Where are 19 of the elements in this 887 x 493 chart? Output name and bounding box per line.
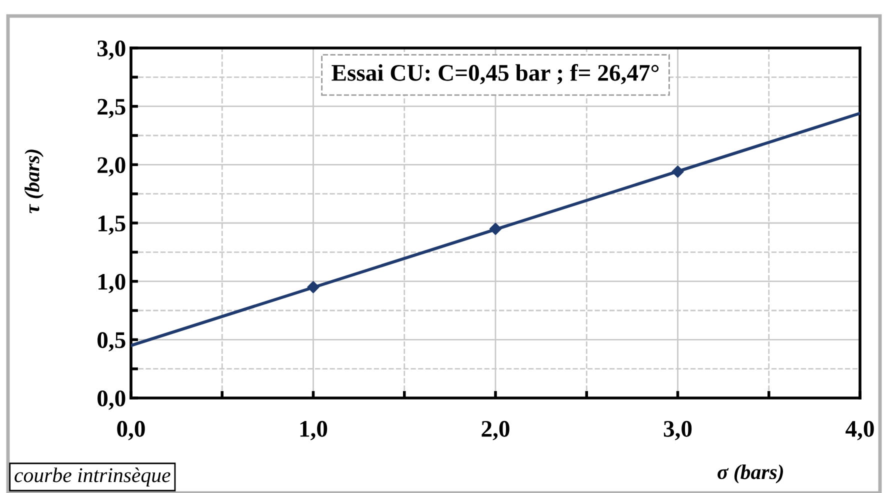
y-tick-label: 3,0 — [98, 40, 126, 60]
y-tick-label: 2,0 — [98, 157, 126, 177]
y-tick-label: 0,0 — [98, 390, 126, 410]
x-tick-label: 1,0 — [300, 420, 328, 440]
y-tick-label: 2,5 — [98, 98, 126, 118]
x-tick-label: 3,0 — [664, 420, 692, 440]
y-tick-label: 1,5 — [98, 216, 126, 235]
point — [489, 222, 502, 235]
x-tick-label: 0,0 — [117, 420, 145, 440]
text: courbe intrinsèque — [14, 468, 170, 486]
x-axis-title: σ (bars) — [718, 464, 783, 484]
x-tick-label: 2,0 — [482, 420, 510, 440]
point — [307, 281, 320, 294]
annotation: Essai CU: C=0,45 bar ; f= 26,47° — [332, 64, 659, 84]
point — [672, 166, 684, 178]
y-tick-label: 1,0 — [98, 274, 126, 294]
y-axis-title: τ (bars) — [24, 150, 44, 214]
y-tick-label: 0,5 — [98, 332, 126, 352]
x-tick-label: 4,0 — [846, 420, 874, 440]
